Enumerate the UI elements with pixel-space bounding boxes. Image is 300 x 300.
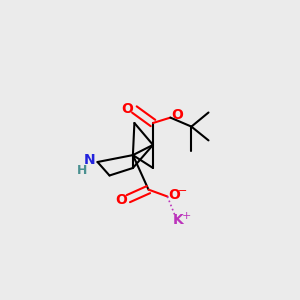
Text: +: +: [182, 211, 191, 221]
Text: O: O: [121, 102, 133, 116]
Text: H: H: [77, 164, 88, 177]
Text: O: O: [115, 193, 127, 207]
Text: O: O: [168, 188, 180, 202]
Text: −: −: [178, 186, 188, 197]
Text: K: K: [172, 214, 183, 227]
Text: N: N: [83, 154, 95, 167]
Text: O: O: [171, 108, 183, 122]
